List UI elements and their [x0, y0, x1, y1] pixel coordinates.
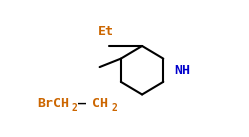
Text: 2: 2: [111, 103, 117, 113]
Text: CH: CH: [92, 97, 108, 110]
Text: 2: 2: [72, 103, 77, 113]
Text: BrCH: BrCH: [37, 97, 69, 110]
Text: Et: Et: [98, 25, 114, 38]
Text: NH: NH: [174, 64, 190, 77]
Text: —: —: [78, 97, 86, 110]
